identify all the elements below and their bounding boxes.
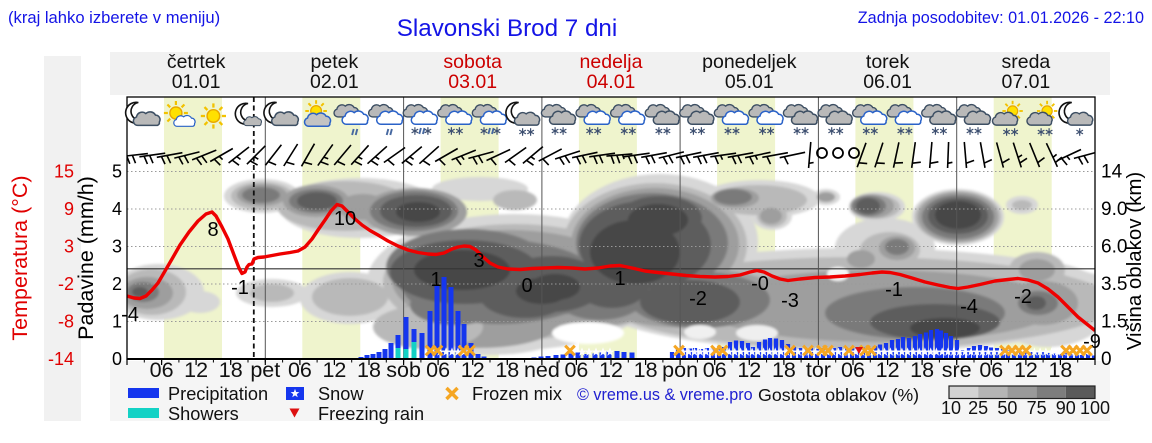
- svg-text:0: 0: [112, 349, 122, 369]
- svg-text:sre: sre: [942, 358, 972, 382]
- svg-text:75: 75: [1027, 398, 1047, 418]
- svg-text:3: 3: [473, 250, 484, 272]
- svg-text:pon: pon: [662, 358, 698, 382]
- svg-text:06: 06: [841, 358, 865, 382]
- svg-text:Slavonski Brod 7 dni: Slavonski Brod 7 dni: [397, 15, 618, 42]
- svg-text:06: 06: [703, 358, 727, 382]
- svg-text:14: 14: [1101, 162, 1123, 183]
- svg-text:0: 0: [1101, 349, 1112, 370]
- svg-text:4: 4: [112, 199, 122, 219]
- svg-text:sreda: sreda: [1002, 51, 1051, 73]
- svg-text:01.01: 01.01: [172, 71, 221, 93]
- svg-text:12: 12: [737, 358, 761, 382]
- svg-text:6.0: 6.0: [1101, 237, 1127, 258]
- svg-text:-9: -9: [1083, 331, 1101, 353]
- svg-text:-0: -0: [751, 273, 769, 295]
- svg-text:-2: -2: [689, 288, 707, 310]
- svg-text:04.01: 04.01: [587, 71, 636, 93]
- svg-text:18: 18: [357, 358, 381, 382]
- svg-text:9.0: 9.0: [1101, 199, 1127, 220]
- svg-text:12: 12: [184, 358, 208, 382]
- svg-text:tor: tor: [806, 358, 831, 382]
- svg-text:06: 06: [150, 358, 174, 382]
- svg-text:1: 1: [430, 269, 441, 291]
- svg-text:18: 18: [772, 358, 796, 382]
- svg-text:torek: torek: [866, 51, 910, 73]
- svg-text:Precipitation: Precipitation: [168, 384, 268, 404]
- svg-text:25: 25: [968, 398, 988, 418]
- svg-text:12: 12: [599, 358, 623, 382]
- svg-text:petek: petek: [311, 51, 359, 73]
- svg-text:© vreme.us & vreme.pro: © vreme.us & vreme.pro: [577, 386, 753, 404]
- svg-text:2: 2: [112, 274, 122, 294]
- svg-text:10: 10: [941, 398, 961, 418]
- svg-text:1: 1: [614, 268, 625, 290]
- svg-text:50: 50: [997, 398, 1017, 418]
- svg-text:Višina oblakov (km): Višina oblakov (km): [1123, 172, 1146, 351]
- svg-text:12: 12: [1014, 358, 1038, 382]
- svg-text:-2: -2: [58, 274, 74, 294]
- svg-text:četrtek: četrtek: [167, 51, 226, 73]
- svg-text:Gostota oblakov (%): Gostota oblakov (%): [758, 385, 919, 405]
- svg-text:12: 12: [461, 358, 485, 382]
- svg-text:05.01: 05.01: [725, 71, 774, 93]
- svg-text:18: 18: [1048, 358, 1072, 382]
- svg-text:18: 18: [495, 358, 519, 382]
- svg-text:Zadnja posodobitev: 01.01.2026: Zadnja posodobitev: 01.01.2026 - 22:10: [858, 9, 1144, 27]
- svg-text:sobota: sobota: [443, 51, 502, 73]
- svg-text:Snow: Snow: [318, 384, 364, 404]
- svg-text:-14: -14: [48, 349, 74, 369]
- svg-text:1.5: 1.5: [1101, 312, 1127, 333]
- svg-text:Padavine (mm/h): Padavine (mm/h): [74, 176, 98, 340]
- svg-text:pet: pet: [250, 358, 280, 382]
- svg-text:-2: -2: [1014, 286, 1032, 308]
- svg-text:-8: -8: [58, 312, 74, 332]
- svg-text:02.01: 02.01: [310, 71, 359, 93]
- svg-text:sob: sob: [386, 358, 421, 382]
- svg-text:12: 12: [876, 358, 900, 382]
- svg-text:06: 06: [979, 358, 1003, 382]
- svg-text:Showers: Showers: [168, 404, 239, 424]
- svg-text:ned: ned: [524, 358, 560, 382]
- svg-text:nedelja: nedelja: [580, 51, 643, 73]
- svg-text:3.5: 3.5: [1101, 274, 1127, 295]
- svg-text:1: 1: [112, 312, 122, 332]
- svg-text:06: 06: [288, 358, 312, 382]
- svg-text:18: 18: [219, 358, 243, 382]
- svg-text:07.01: 07.01: [1001, 71, 1050, 93]
- svg-text:12: 12: [322, 358, 346, 382]
- svg-text:15: 15: [54, 162, 74, 182]
- svg-text:90: 90: [1056, 398, 1076, 418]
- svg-text:-4: -4: [121, 304, 139, 326]
- svg-text:100: 100: [1080, 398, 1110, 418]
- svg-text:(kraj lahko izberete v meniju): (kraj lahko izberete v meniju): [8, 8, 220, 27]
- svg-text:ponedeljek: ponedeljek: [702, 51, 797, 73]
- svg-text:18: 18: [910, 358, 934, 382]
- svg-text:06: 06: [426, 358, 450, 382]
- svg-text:8: 8: [207, 219, 218, 241]
- svg-text:10: 10: [334, 208, 356, 230]
- svg-text:-4: -4: [960, 296, 978, 318]
- svg-text:-1: -1: [231, 277, 249, 299]
- svg-text:3: 3: [64, 237, 74, 257]
- svg-text:5: 5: [112, 162, 122, 182]
- svg-text:3: 3: [112, 237, 122, 257]
- svg-text:18: 18: [634, 358, 658, 382]
- svg-text:Freezing rain: Freezing rain: [318, 404, 424, 424]
- svg-text:06.01: 06.01: [863, 71, 912, 93]
- svg-text:Temperatura (°C): Temperatura (°C): [8, 175, 32, 340]
- svg-text:06: 06: [564, 358, 588, 382]
- svg-text:-3: -3: [781, 290, 799, 312]
- svg-text:Frozen mix: Frozen mix: [472, 384, 562, 404]
- svg-text:03.01: 03.01: [448, 71, 497, 93]
- svg-text:9: 9: [64, 199, 74, 219]
- svg-text:-1: -1: [885, 279, 903, 301]
- svg-text:0: 0: [521, 275, 532, 297]
